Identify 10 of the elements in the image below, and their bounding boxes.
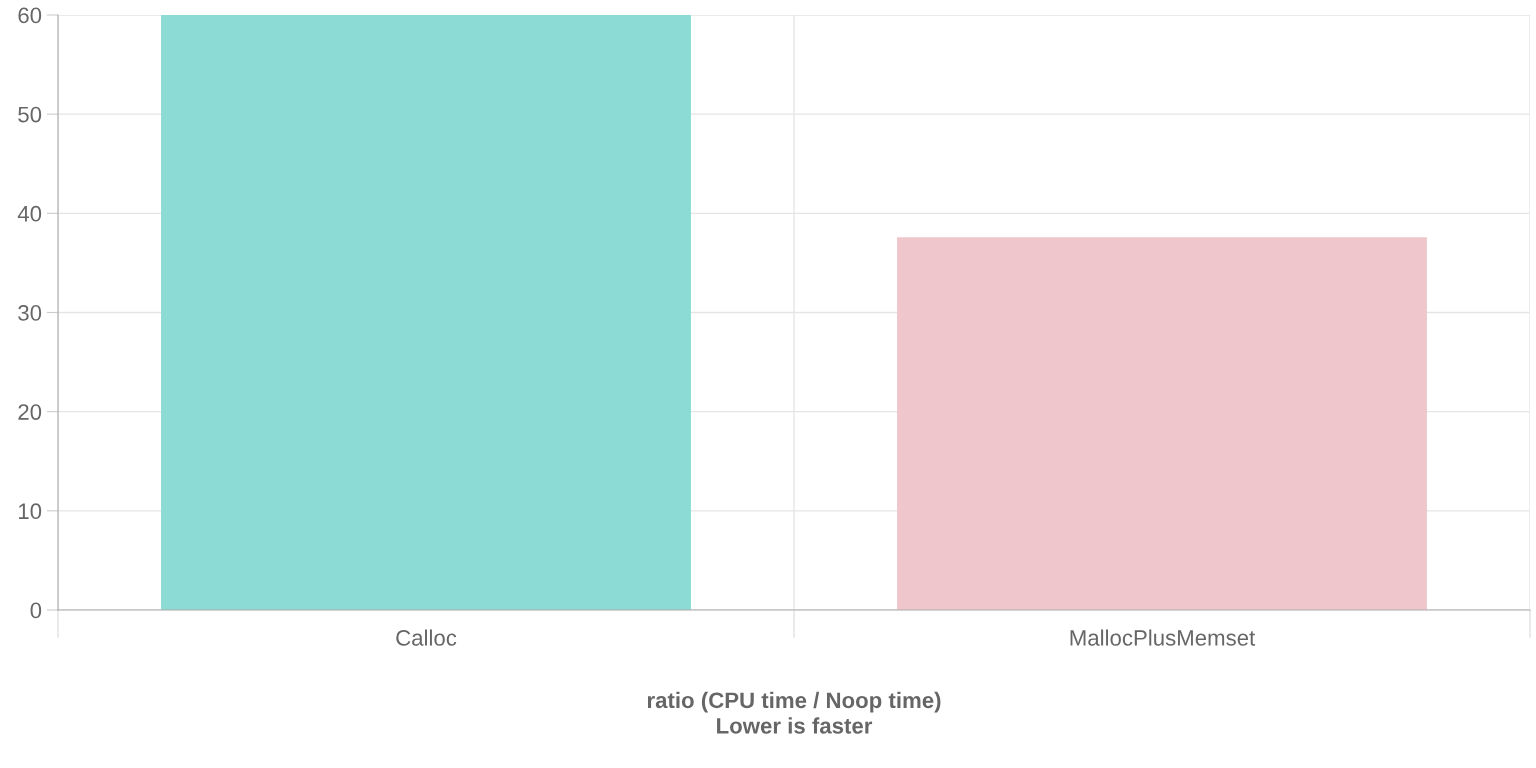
y-tick-label: 20 bbox=[18, 404, 42, 420]
y-tick-label: 50 bbox=[18, 106, 42, 123]
y-tick-label: 10 bbox=[19, 503, 42, 520]
y-tick-label: 0 bbox=[30, 602, 42, 619]
y-tick-label: 60 bbox=[18, 7, 42, 24]
y-tick-label: 30 bbox=[18, 305, 42, 321]
y-tick-label: 40 bbox=[17, 205, 42, 222]
x-axis-title: ratio (CPU time / Noop time) Lower is faster bbox=[647, 691, 941, 734]
x-tick-label: MallocPlusMemset bbox=[1070, 629, 1256, 646]
x-tick-label: Calloc bbox=[396, 629, 457, 646]
